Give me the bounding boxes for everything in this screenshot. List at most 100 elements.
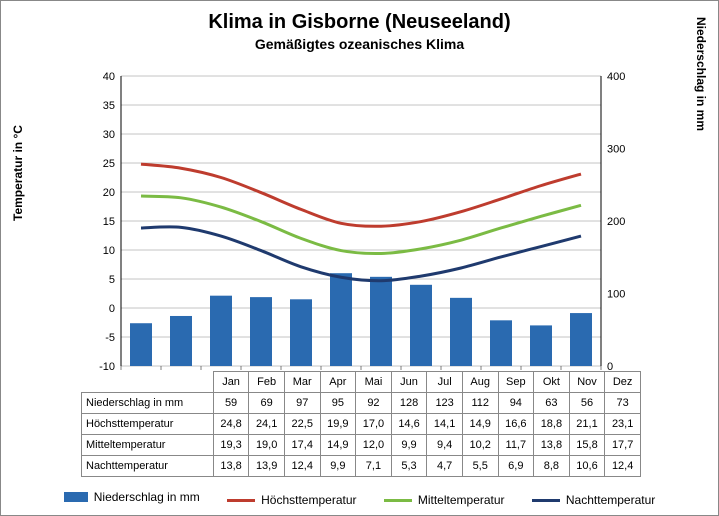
svg-text:100: 100	[607, 289, 625, 301]
month-header: Okt	[534, 372, 570, 393]
table-cell: 19,3	[213, 435, 249, 456]
legend-hoechst: Höchsttemperatur	[227, 493, 356, 507]
table-cell: 17,4	[284, 435, 320, 456]
svg-text:-5: -5	[105, 332, 115, 344]
table-cell: 11,7	[498, 435, 534, 456]
month-header: Aug	[462, 372, 498, 393]
table-cell: 24,8	[213, 414, 249, 435]
table-cell: 9,4	[427, 435, 463, 456]
svg-text:5: 5	[109, 274, 115, 286]
legend-nacht-label: Nachttemperatur	[566, 493, 655, 507]
legend-nacht: Nachttemperatur	[532, 493, 655, 507]
table-cell: 13,9	[249, 456, 285, 477]
table-cell: 10,6	[569, 456, 605, 477]
table-cell: 123	[427, 393, 463, 414]
table-cell: 92	[356, 393, 392, 414]
svg-text:0: 0	[109, 303, 115, 315]
table-cell: 56	[569, 393, 605, 414]
table-cell: 23,1	[605, 414, 641, 435]
table-cell: 13,8	[213, 456, 249, 477]
row-label: Niederschlag in mm	[82, 393, 214, 414]
month-header: Jul	[427, 372, 463, 393]
table-cell: 17,7	[605, 435, 641, 456]
table-cell: 12,4	[284, 456, 320, 477]
table-cell: 19,0	[249, 435, 285, 456]
table-cell: 95	[320, 393, 356, 414]
plot-area: -10-505101520253035400100200300400	[81, 71, 641, 371]
legend-line-icon	[532, 499, 560, 502]
legend-precip-label: Niederschlag in mm	[94, 490, 200, 504]
table-cell: 14,9	[320, 435, 356, 456]
legend-mittel: Mitteltemperatur	[384, 493, 505, 507]
table-cell: 12,4	[605, 456, 641, 477]
table-cell: 69	[249, 393, 285, 414]
climate-chart-container: Klima in Gisborne (Neuseeland) Gemäßigte…	[0, 0, 719, 516]
table-cell: 97	[284, 393, 320, 414]
svg-text:40: 40	[103, 71, 115, 83]
table-cell: 9,9	[391, 435, 427, 456]
svg-text:300: 300	[607, 144, 625, 156]
table-cell: 10,2	[462, 435, 498, 456]
table-cell: 59	[213, 393, 249, 414]
table-cell: 73	[605, 393, 641, 414]
month-header: Apr	[320, 372, 356, 393]
svg-text:-10: -10	[99, 361, 115, 371]
table-cell: 18,8	[534, 414, 570, 435]
table-cell: 24,1	[249, 414, 285, 435]
row-label: Nachttemperatur	[82, 456, 214, 477]
svg-text:35: 35	[103, 100, 115, 112]
table-cell: 14,9	[462, 414, 498, 435]
table-cell: 13,8	[534, 435, 570, 456]
table-cell: 5,3	[391, 456, 427, 477]
month-header: Mar	[284, 372, 320, 393]
y-axis-left-label: Temperatur in °C	[11, 125, 25, 221]
month-header: Feb	[249, 372, 285, 393]
month-header: Jan	[213, 372, 249, 393]
month-header: Dez	[605, 372, 641, 393]
legend-line-icon	[384, 499, 412, 502]
legend-precip: Niederschlag in mm	[64, 490, 200, 504]
table-cell: 17,0	[356, 414, 392, 435]
svg-text:20: 20	[103, 187, 115, 199]
svg-text:400: 400	[607, 71, 625, 83]
y-axis-right-label: Niederschlag in mm	[694, 17, 708, 131]
legend-bar-icon	[64, 492, 88, 502]
month-header: Mai	[356, 372, 392, 393]
svg-text:10: 10	[103, 245, 115, 257]
legend-hoechst-label: Höchsttemperatur	[261, 493, 356, 507]
table-cell: 16,6	[498, 414, 534, 435]
table-cell: 6,9	[498, 456, 534, 477]
month-header: Nov	[569, 372, 605, 393]
svg-text:25: 25	[103, 158, 115, 170]
table-cell: 19,9	[320, 414, 356, 435]
table-cell: 7,1	[356, 456, 392, 477]
data-table: JanFebMarAprMaiJunJulAugSepOktNovDez Nied…	[81, 371, 641, 477]
svg-text:200: 200	[607, 216, 625, 228]
svg-text:15: 15	[103, 216, 115, 228]
table-cell: 63	[534, 393, 570, 414]
table-cell: 5,5	[462, 456, 498, 477]
chart-title: Klima in Gisborne (Neuseeland)	[1, 11, 718, 34]
legend-mittel-label: Mitteltemperatur	[418, 493, 505, 507]
table-cell: 12,0	[356, 435, 392, 456]
svg-text:30: 30	[103, 129, 115, 141]
month-header: Sep	[498, 372, 534, 393]
table-cell: 112	[462, 393, 498, 414]
table-cell: 21,1	[569, 414, 605, 435]
legend-line-icon	[227, 499, 255, 502]
legend: Niederschlag in mm Höchsttemperatur Mitt…	[1, 490, 718, 508]
table-cell: 14,6	[391, 414, 427, 435]
table-cell: 15,8	[569, 435, 605, 456]
chart-subtitle: Gemäßigtes ozeanisches Klima	[1, 36, 718, 52]
table-cell: 14,1	[427, 414, 463, 435]
month-header: Jun	[391, 372, 427, 393]
table-cell: 8,8	[534, 456, 570, 477]
table-cell: 9,9	[320, 456, 356, 477]
table-cell: 128	[391, 393, 427, 414]
table-cell: 94	[498, 393, 534, 414]
table-cell: 22,5	[284, 414, 320, 435]
table-cell: 4,7	[427, 456, 463, 477]
row-label: Mitteltemperatur	[82, 435, 214, 456]
row-label: Höchsttemperatur	[82, 414, 214, 435]
svg-text:0: 0	[607, 361, 613, 371]
